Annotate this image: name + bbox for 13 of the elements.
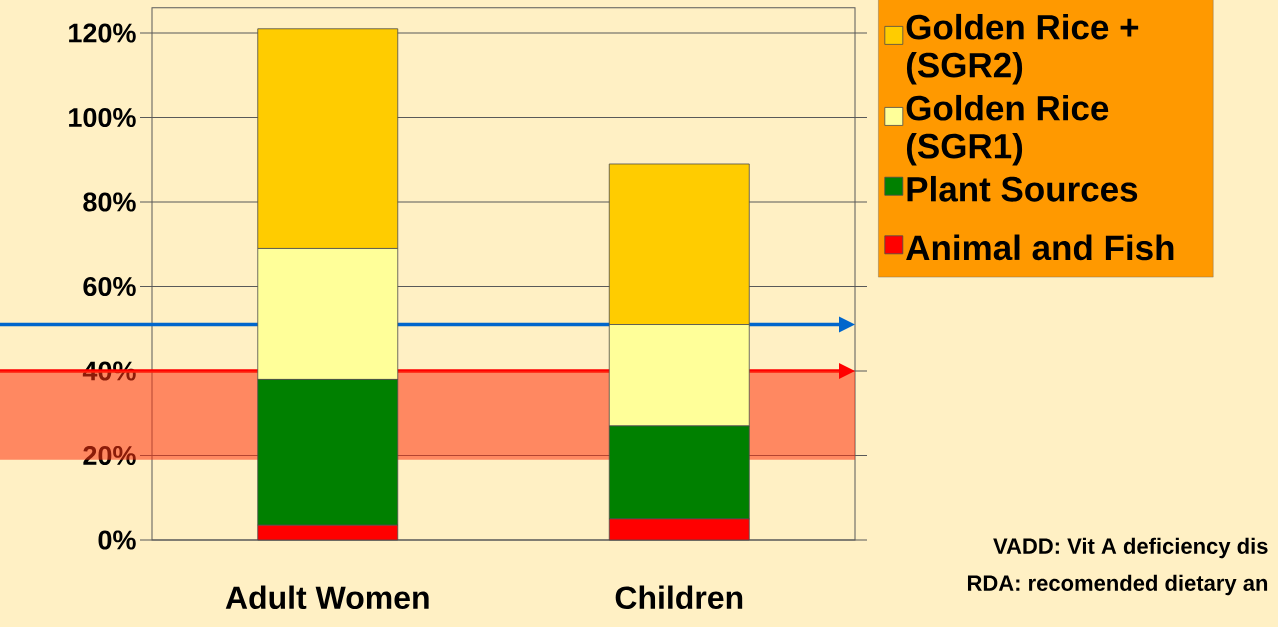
legend-label: Animal and Fish: [906, 234, 1174, 261]
x-tick-label: Adult Women: [225, 585, 429, 610]
y-tick-label: 80%: [83, 192, 136, 212]
text: VADD: Vit A deficiency dis: [993, 537, 1268, 559]
legend-label: Plant Sources: [907, 175, 1138, 202]
x-tick-label: Children: [615, 585, 743, 610]
text: RDA: recomended dietary an: [967, 574, 1268, 596]
legend-label: Golden Rice (SGR1): [906, 94, 1109, 166]
y-tick-label: 120%: [69, 23, 136, 43]
y-tick-label: 0%: [98, 530, 136, 550]
legend-label: Golden Rice + (SGR2): [906, 13, 1139, 85]
y-tick-label: 100%: [69, 107, 136, 128]
y-tick-label: 60%: [83, 276, 136, 297]
